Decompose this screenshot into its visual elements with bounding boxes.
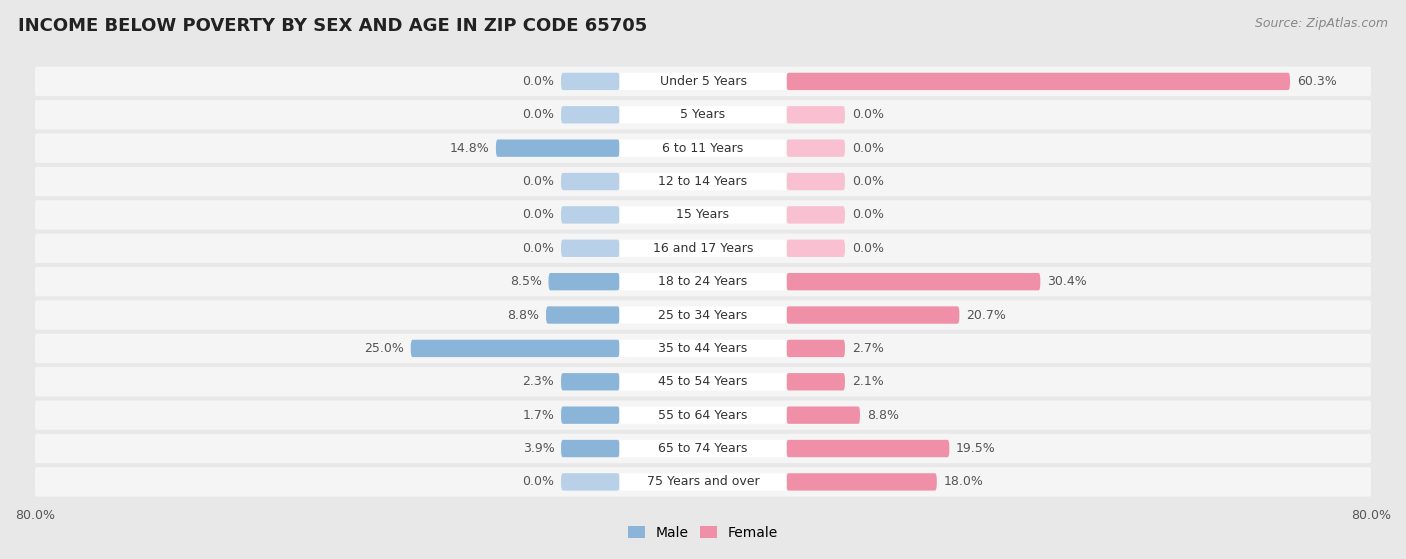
FancyBboxPatch shape [620,173,786,190]
FancyBboxPatch shape [786,440,949,457]
FancyBboxPatch shape [620,306,786,324]
Text: 8.8%: 8.8% [508,309,540,321]
Text: 19.5%: 19.5% [956,442,995,455]
Text: 0.0%: 0.0% [523,75,554,88]
FancyBboxPatch shape [35,167,1371,196]
FancyBboxPatch shape [561,106,620,124]
FancyBboxPatch shape [496,140,620,157]
FancyBboxPatch shape [620,440,786,457]
FancyBboxPatch shape [786,206,845,224]
FancyBboxPatch shape [561,240,620,257]
Text: 2.1%: 2.1% [852,375,883,389]
Text: 18.0%: 18.0% [943,475,983,489]
Legend: Male, Female: Male, Female [623,520,783,546]
Text: 0.0%: 0.0% [523,108,554,121]
FancyBboxPatch shape [561,473,620,491]
Text: Source: ZipAtlas.com: Source: ZipAtlas.com [1254,17,1388,30]
Text: 45 to 54 Years: 45 to 54 Years [658,375,748,389]
FancyBboxPatch shape [546,306,620,324]
FancyBboxPatch shape [786,140,845,157]
FancyBboxPatch shape [620,473,786,491]
Text: 0.0%: 0.0% [523,242,554,255]
Text: 0.0%: 0.0% [523,475,554,489]
Text: 0.0%: 0.0% [852,209,883,221]
Text: 14.8%: 14.8% [450,141,489,155]
Text: 25 to 34 Years: 25 to 34 Years [658,309,748,321]
FancyBboxPatch shape [548,273,620,290]
FancyBboxPatch shape [786,106,845,124]
FancyBboxPatch shape [620,340,786,357]
Text: 2.3%: 2.3% [523,375,554,389]
FancyBboxPatch shape [620,140,786,157]
FancyBboxPatch shape [620,406,786,424]
FancyBboxPatch shape [786,273,1040,290]
FancyBboxPatch shape [786,406,860,424]
FancyBboxPatch shape [35,267,1371,296]
Text: 0.0%: 0.0% [852,108,883,121]
FancyBboxPatch shape [35,367,1371,396]
FancyBboxPatch shape [786,73,1291,90]
Text: INCOME BELOW POVERTY BY SEX AND AGE IN ZIP CODE 65705: INCOME BELOW POVERTY BY SEX AND AGE IN Z… [18,17,648,35]
Text: 8.5%: 8.5% [510,275,541,288]
FancyBboxPatch shape [620,273,786,290]
Text: 60.3%: 60.3% [1296,75,1337,88]
FancyBboxPatch shape [561,173,620,190]
Text: 1.7%: 1.7% [523,409,554,421]
FancyBboxPatch shape [35,467,1371,496]
Text: 12 to 14 Years: 12 to 14 Years [658,175,748,188]
FancyBboxPatch shape [786,306,959,324]
Text: 75 Years and over: 75 Years and over [647,475,759,489]
Text: 18 to 24 Years: 18 to 24 Years [658,275,748,288]
FancyBboxPatch shape [35,334,1371,363]
FancyBboxPatch shape [35,300,1371,330]
FancyBboxPatch shape [786,473,936,491]
FancyBboxPatch shape [35,234,1371,263]
FancyBboxPatch shape [561,73,620,90]
Text: 35 to 44 Years: 35 to 44 Years [658,342,748,355]
Text: 0.0%: 0.0% [523,209,554,221]
FancyBboxPatch shape [35,100,1371,130]
FancyBboxPatch shape [620,240,786,257]
Text: 0.0%: 0.0% [852,141,883,155]
FancyBboxPatch shape [620,373,786,390]
Text: 0.0%: 0.0% [852,175,883,188]
FancyBboxPatch shape [35,400,1371,430]
Text: 0.0%: 0.0% [523,175,554,188]
Text: 5 Years: 5 Years [681,108,725,121]
FancyBboxPatch shape [411,340,620,357]
FancyBboxPatch shape [561,206,620,224]
Text: 0.0%: 0.0% [852,242,883,255]
FancyBboxPatch shape [35,67,1371,96]
Text: 30.4%: 30.4% [1047,275,1087,288]
Text: 55 to 64 Years: 55 to 64 Years [658,409,748,421]
Text: 8.8%: 8.8% [866,409,898,421]
FancyBboxPatch shape [35,134,1371,163]
FancyBboxPatch shape [620,206,786,224]
Text: 25.0%: 25.0% [364,342,404,355]
Text: 2.7%: 2.7% [852,342,883,355]
FancyBboxPatch shape [786,240,845,257]
FancyBboxPatch shape [786,373,845,390]
FancyBboxPatch shape [620,106,786,124]
Text: 16 and 17 Years: 16 and 17 Years [652,242,754,255]
Text: 15 Years: 15 Years [676,209,730,221]
Text: 6 to 11 Years: 6 to 11 Years [662,141,744,155]
Text: 65 to 74 Years: 65 to 74 Years [658,442,748,455]
FancyBboxPatch shape [620,73,786,90]
FancyBboxPatch shape [561,373,620,390]
FancyBboxPatch shape [786,340,845,357]
FancyBboxPatch shape [561,440,620,457]
Text: 20.7%: 20.7% [966,309,1005,321]
FancyBboxPatch shape [35,434,1371,463]
FancyBboxPatch shape [35,200,1371,230]
Text: 3.9%: 3.9% [523,442,554,455]
FancyBboxPatch shape [786,173,845,190]
Text: Under 5 Years: Under 5 Years [659,75,747,88]
FancyBboxPatch shape [561,406,620,424]
